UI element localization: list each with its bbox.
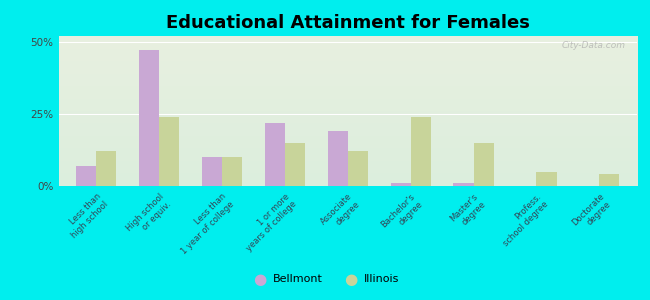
Text: City-Data.com: City-Data.com bbox=[562, 40, 625, 50]
Text: Bellmont: Bellmont bbox=[273, 274, 323, 284]
Bar bbox=[222, 157, 242, 186]
Text: High school
or equiv.: High school or equiv. bbox=[124, 192, 173, 241]
Bar bbox=[202, 157, 222, 186]
Text: Doctorate
degree: Doctorate degree bbox=[570, 192, 613, 235]
Text: 1 or more
years of college: 1 or more years of college bbox=[237, 192, 298, 253]
Text: Associate
degree: Associate degree bbox=[319, 192, 361, 234]
Bar bbox=[536, 172, 556, 186]
Bar bbox=[328, 131, 348, 186]
Bar bbox=[454, 183, 473, 186]
Title: Educational Attainment for Females: Educational Attainment for Females bbox=[166, 14, 530, 32]
Bar bbox=[391, 183, 411, 186]
Text: Less than
high school: Less than high school bbox=[62, 192, 110, 240]
Bar bbox=[76, 166, 96, 186]
Text: Less than
1 year of college: Less than 1 year of college bbox=[172, 192, 236, 256]
Text: Bachelor's
degree: Bachelor's degree bbox=[380, 192, 424, 237]
Bar bbox=[473, 143, 493, 186]
Text: Master's
degree: Master's degree bbox=[448, 192, 488, 231]
Bar bbox=[348, 152, 368, 186]
Text: Illinois: Illinois bbox=[364, 274, 399, 284]
Bar bbox=[265, 122, 285, 186]
Text: Profess.
school degree: Profess. school degree bbox=[494, 192, 550, 248]
Bar bbox=[96, 152, 116, 186]
Bar bbox=[599, 175, 619, 186]
Bar bbox=[159, 117, 179, 186]
Text: ●: ● bbox=[344, 272, 358, 286]
Text: ●: ● bbox=[254, 272, 266, 286]
Bar bbox=[285, 143, 305, 186]
Bar bbox=[411, 117, 431, 186]
Bar bbox=[139, 50, 159, 186]
